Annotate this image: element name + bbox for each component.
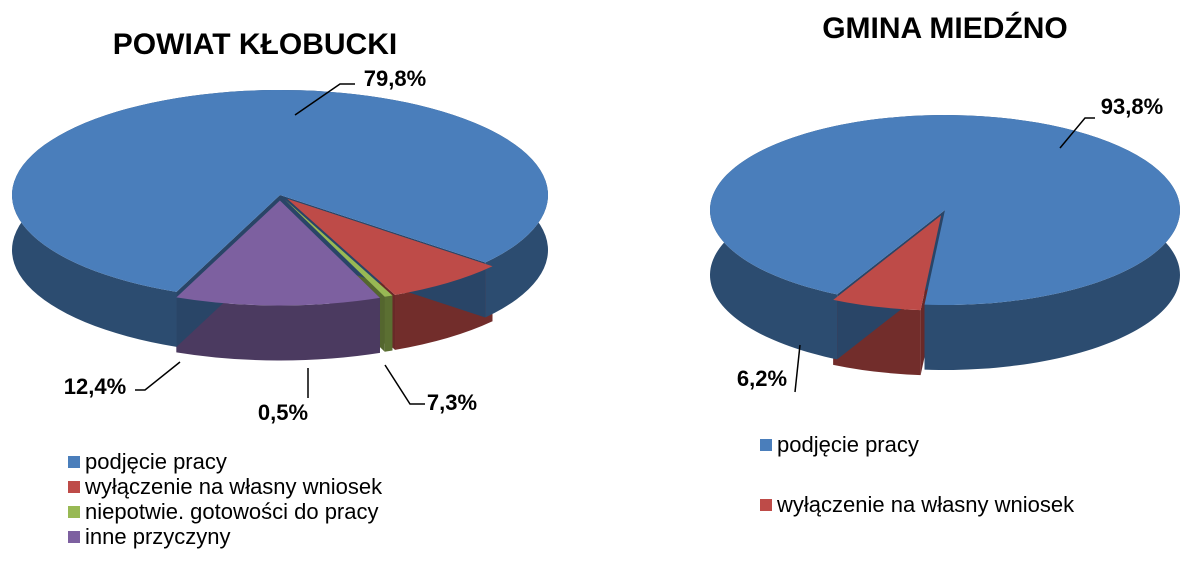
legend-label: podjęcie pracy: [777, 432, 919, 457]
leader-line: [135, 361, 181, 391]
legend-label: inne przyczyny: [85, 524, 231, 549]
legend-swatch: [760, 439, 772, 451]
data-label: 0,5%: [258, 400, 308, 425]
data-label: 79,8%: [364, 66, 426, 91]
leader-line: [1059, 117, 1095, 149]
slice: [287, 198, 493, 295]
legend-swatch: [68, 481, 80, 493]
legend-swatch: [68, 506, 80, 518]
slice: [11, 90, 548, 292]
data-label: 93,8%: [1101, 94, 1163, 119]
leader-line: [384, 364, 425, 405]
legend-label: wyłączenie na własny wniosek: [84, 474, 383, 499]
slice: [833, 215, 942, 311]
slice: [176, 200, 380, 306]
chart-title: POWIAT KŁOBUCKI: [113, 28, 397, 61]
data-label: 7,3%: [427, 390, 477, 415]
slice: [284, 199, 393, 297]
legend-label: wyłączenie na własny wniosek: [776, 492, 1075, 517]
slice: [709, 115, 1180, 306]
legend-swatch: [760, 499, 772, 511]
legend-swatch: [68, 456, 80, 468]
data-label: 6,2%: [737, 366, 787, 391]
leader-line: [794, 344, 801, 393]
legend-label: podjęcie pracy: [85, 449, 227, 474]
leader-line: [294, 83, 355, 116]
data-label: 12,4%: [64, 374, 126, 399]
legend-swatch: [68, 531, 80, 543]
slice-side: [384, 295, 393, 352]
legend-label: niepotwie. gotowości do pracy: [85, 499, 379, 524]
slice-side: [176, 297, 380, 361]
chart-title: GMINA MIEDŹNO: [822, 11, 1068, 45]
